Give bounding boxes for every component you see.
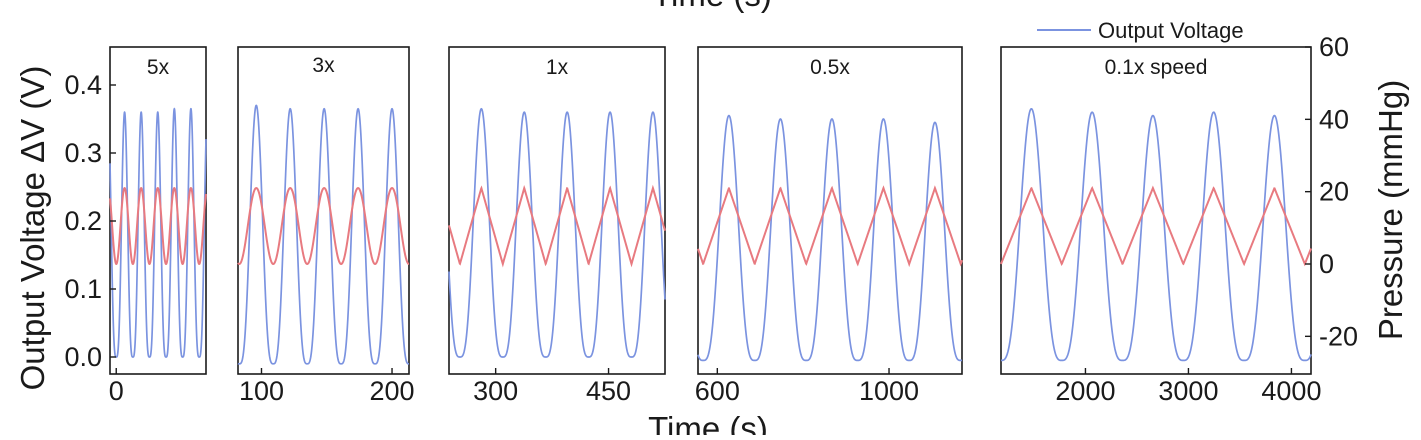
y-tick-label: 0.4 [64, 70, 102, 100]
series-output-voltage [109, 107, 207, 358]
x-tick-label: 450 [586, 376, 631, 406]
series-output-voltage [237, 104, 409, 365]
y2-tick-label: 20 [1319, 177, 1349, 207]
panel-2: 3x 100 200 [237, 46, 415, 406]
x-axis-title: Time (s) [648, 410, 768, 435]
panel-label: 3x [312, 54, 335, 77]
series-pressure [697, 185, 963, 268]
x-tick-label: 2000 [1055, 376, 1115, 406]
series-output-voltage [448, 107, 666, 358]
series-pressure [109, 187, 207, 266]
series-output-voltage [697, 114, 963, 362]
y-axis-title: Output Voltage ΔV (V) [14, 66, 51, 391]
series-pressure [1000, 185, 1312, 267]
x-tick-label: 3000 [1158, 376, 1218, 406]
y-tick-label: 0.2 [64, 206, 102, 236]
y-tick-label: 0.1 [64, 274, 102, 304]
panel-frame [1000, 46, 1312, 375]
x-tick-label: 300 [473, 376, 518, 406]
panel-label: 5x [147, 56, 170, 79]
x-tick-label: 0 [109, 376, 124, 406]
x-tick-label: 600 [695, 376, 740, 406]
y2-tick-label: -20 [1319, 321, 1358, 351]
panel-label: 1x [546, 56, 569, 79]
top-axis-title: Time (s) [652, 0, 772, 13]
y2-tick-label: 60 [1319, 32, 1349, 62]
legend-label-output-voltage: Output Voltage [1098, 18, 1244, 43]
panel-5: 0.1x speed 2000 3000 4000 [1000, 46, 1321, 406]
x-tick-label: 200 [369, 376, 414, 406]
x-tick-label: 4000 [1261, 376, 1321, 406]
y2-tick-label: 0 [1319, 249, 1334, 279]
panel-frame [697, 46, 963, 375]
series-pressure [448, 184, 666, 268]
y-tick-label: 0.0 [64, 342, 102, 372]
panel-3: 1x 300 450 [448, 46, 666, 406]
x-tick-label: 1000 [859, 376, 919, 406]
y-tick-label: 0.3 [64, 138, 102, 168]
series-output-voltage [1001, 107, 1312, 362]
series-pressure [237, 187, 410, 266]
panel-frame [237, 46, 410, 375]
x-tick-label: 100 [239, 376, 284, 406]
panel-frame [109, 46, 207, 375]
y2-tick-label: 40 [1319, 104, 1349, 134]
panel-4: 0.5x 600 1000 [695, 46, 963, 406]
panel-1: 5x 0 [109, 46, 207, 406]
panel-label: 0.1x speed [1105, 56, 1208, 79]
y2-axis-title: Pressure (mmHg) [1372, 80, 1409, 340]
panel-label: 0.5x [810, 56, 850, 79]
legend: Output Voltage [1037, 18, 1244, 43]
panel-frame [448, 46, 666, 375]
